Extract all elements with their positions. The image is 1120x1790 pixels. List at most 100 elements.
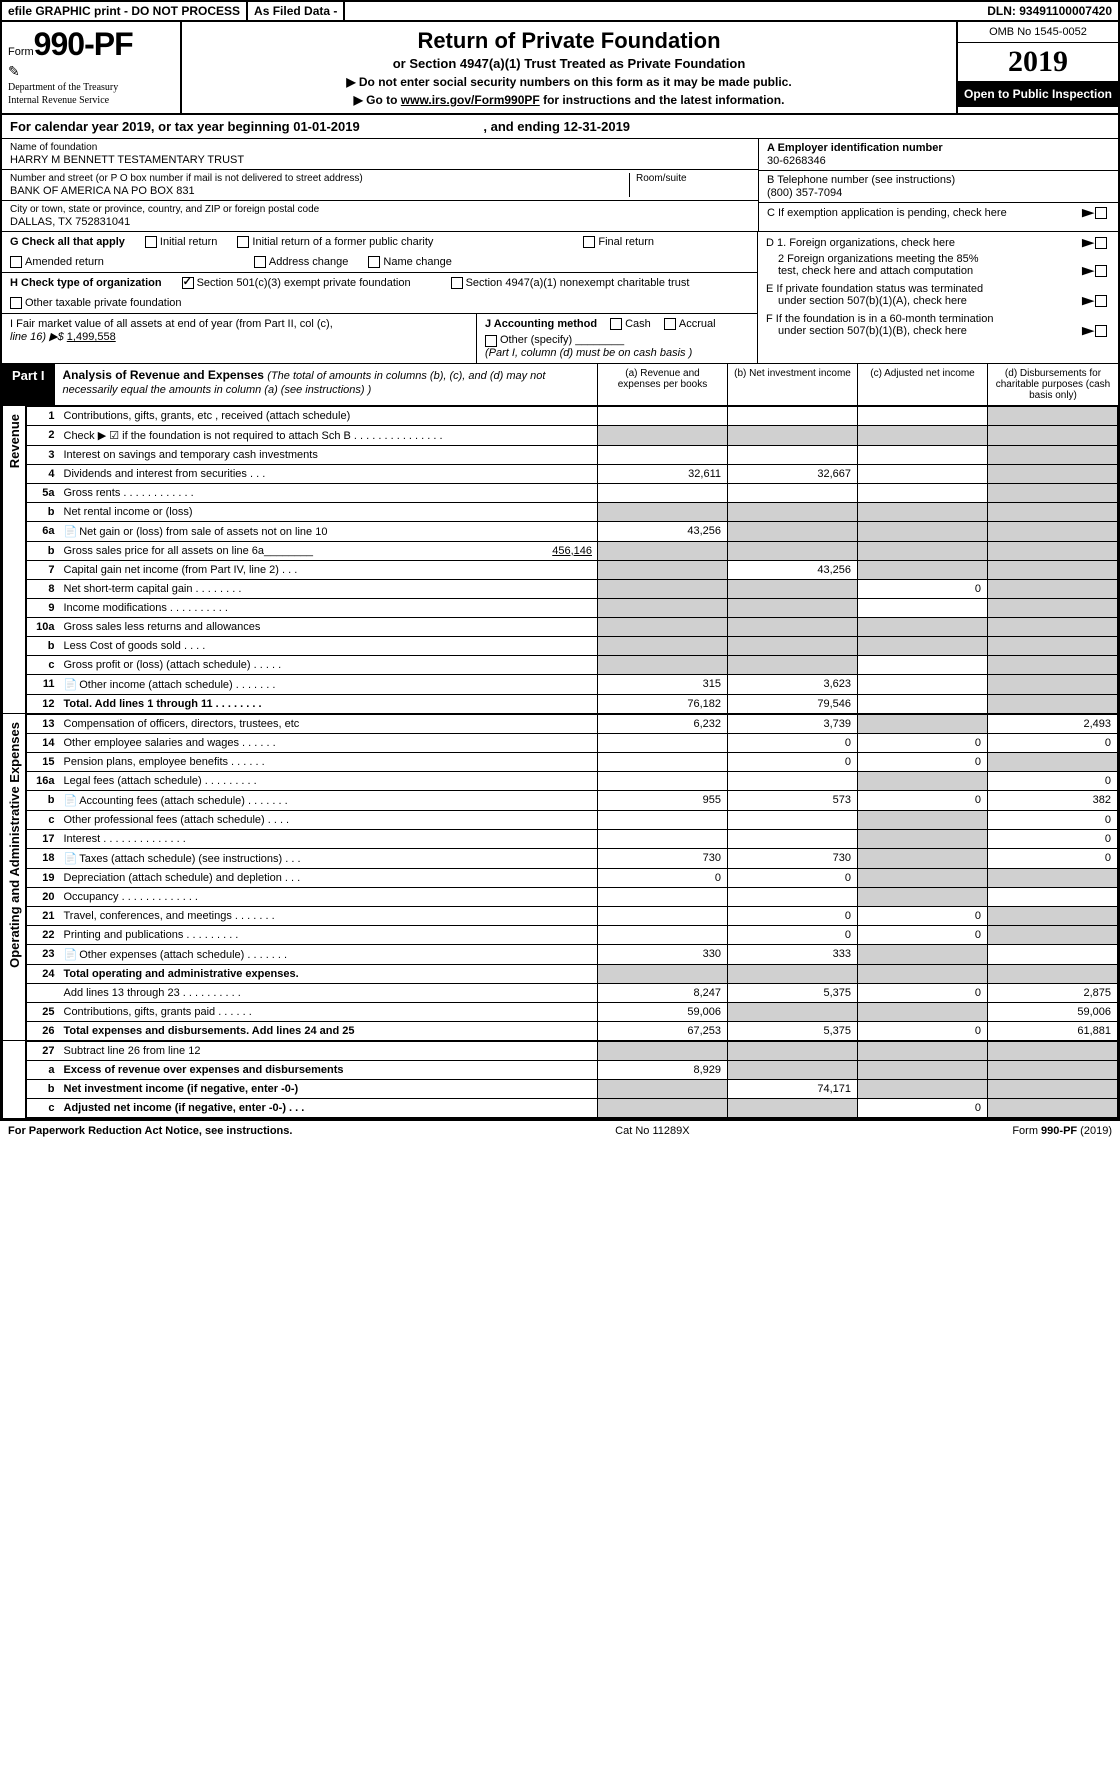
ein-value: 30-6268346	[767, 155, 1110, 167]
exemption-pending-label: C If exemption application is pending, c…	[767, 207, 1084, 219]
d2-checkbox[interactable]	[1095, 265, 1107, 277]
tax-year: 2019	[958, 43, 1118, 81]
table-row: 11Other income (attach schedule) . . . .…	[27, 674, 1118, 694]
table-row: 22Printing and publications . . . . . . …	[27, 925, 1118, 944]
as-filed-label: As Filed Data -	[248, 2, 345, 20]
col-d-header: (d) Disbursements for charitable purpose…	[988, 364, 1118, 405]
table-row: 13Compensation of officers, directors, t…	[27, 714, 1118, 733]
4947a1-checkbox[interactable]	[451, 277, 463, 289]
form-header: Form990-PF ✎ Department of the Treasury …	[2, 22, 1118, 115]
attachment-icon[interactable]	[64, 853, 80, 865]
form-subtitle: or Section 4947(a)(1) Trust Treated as P…	[192, 56, 946, 71]
other-method-checkbox[interactable]	[485, 335, 497, 347]
form-title: Return of Private Foundation	[192, 28, 946, 54]
table-row: bLess Cost of goods sold . . . .	[27, 636, 1118, 655]
table-row: cOther professional fees (attach schedul…	[27, 810, 1118, 829]
name-change-checkbox[interactable]	[368, 256, 380, 268]
table-row: 4Dividends and interest from securities …	[27, 464, 1118, 483]
table-row: 2Check ▶ ☑ if the foundation is not requ…	[27, 425, 1118, 445]
addr-label: Number and street (or P O box number if …	[10, 173, 623, 184]
table-row: bAccounting fees (attach schedule) . . .…	[27, 790, 1118, 810]
form-footer-id: Form 990-PF (2019)	[1012, 1125, 1112, 1137]
table-row: 15Pension plans, employee benefits . . .…	[27, 752, 1118, 771]
other-taxable-checkbox[interactable]	[10, 297, 22, 309]
public-inspection-badge: Open to Public Inspection	[958, 81, 1118, 107]
part1-label: Part I	[2, 364, 55, 405]
table-row: 17Interest . . . . . . . . . . . . . .0	[27, 829, 1118, 848]
name-label: Name of foundation	[10, 142, 750, 153]
summary-section: 27Subtract line 26 from line 12aExcess o…	[2, 1041, 1118, 1118]
attachment-icon[interactable]	[64, 679, 80, 691]
form-header-mid: Return of Private Foundation or Section …	[182, 22, 958, 113]
form-header-right: OMB No 1545-0052 2019 Open to Public Ins…	[958, 22, 1118, 113]
501c3-checkbox[interactable]	[182, 277, 194, 289]
table-row: 12Total. Add lines 1 through 11 . . . . …	[27, 694, 1118, 713]
dept-irs: Internal Revenue Service	[8, 95, 174, 106]
form-container: efile GRAPHIC print - DO NOT PROCESS As …	[0, 0, 1120, 1120]
paperwork-notice: For Paperwork Reduction Act Notice, see …	[8, 1125, 292, 1137]
exemption-checkbox[interactable]	[1095, 207, 1107, 219]
table-row: 16aLegal fees (attach schedule) . . . . …	[27, 771, 1118, 790]
cash-basis-note: (Part I, column (d) must be on cash basi…	[485, 347, 749, 359]
table-row: bNet rental income or (loss)	[27, 502, 1118, 521]
page-footer: For Paperwork Reduction Act Notice, see …	[0, 1120, 1120, 1141]
table-row: 21Travel, conferences, and meetings . . …	[27, 906, 1118, 925]
table-row: 23Other expenses (attach schedule) . . .…	[27, 944, 1118, 964]
table-row: Add lines 13 through 23 . . . . . . . . …	[27, 983, 1118, 1002]
room-label: Room/suite	[636, 173, 750, 184]
fmv-label: I Fair market value of all assets at end…	[10, 318, 468, 330]
expenses-side-label: Operating and Administrative Expenses	[2, 714, 26, 1041]
table-row: 3Interest on savings and temporary cash …	[27, 445, 1118, 464]
table-row: 8Net short-term capital gain . . . . . .…	[27, 579, 1118, 598]
g-label: G Check all that apply	[10, 236, 125, 248]
table-row: bGross sales price for all assets on lin…	[27, 541, 1118, 560]
accrual-checkbox[interactable]	[664, 318, 676, 330]
entity-info: Name of foundation HARRY M BENNETT TESTA…	[2, 139, 1118, 232]
phone-label: B Telephone number (see instructions)	[767, 174, 1110, 186]
fmv-value: 1,499,558	[67, 331, 116, 343]
form-label: Form	[8, 46, 34, 58]
cat-number: Cat No 11289X	[615, 1125, 689, 1137]
omb-number: OMB No 1545-0052	[958, 22, 1118, 43]
table-row: 26Total expenses and disbursements. Add …	[27, 1021, 1118, 1040]
dln-number: DLN: 93491100007420	[981, 2, 1118, 20]
initial-former-checkbox[interactable]	[237, 236, 249, 248]
col-b-header: (b) Net investment income	[728, 364, 858, 405]
e-checkbox[interactable]	[1095, 295, 1107, 307]
dept-treasury: Department of the Treasury	[8, 82, 174, 93]
table-row: 20Occupancy . . . . . . . . . . . . .	[27, 887, 1118, 906]
amended-return-checkbox[interactable]	[10, 256, 22, 268]
address-change-checkbox[interactable]	[254, 256, 266, 268]
city-label: City or town, state or province, country…	[10, 204, 750, 215]
revenue-table: 1Contributions, gifts, grants, etc , rec…	[26, 406, 1118, 714]
attachment-icon[interactable]	[64, 949, 80, 961]
attachment-icon[interactable]	[64, 526, 80, 538]
table-row: 19Depreciation (attach schedule) and dep…	[27, 868, 1118, 887]
efile-notice: efile GRAPHIC print - DO NOT PROCESS	[2, 2, 248, 20]
cash-checkbox[interactable]	[610, 318, 622, 330]
ssn-warning: ▶ Do not enter social security numbers o…	[192, 75, 946, 89]
d1-label: D 1. Foreign organizations, check here	[766, 237, 1084, 249]
col-a-header: (a) Revenue and expenses per books	[598, 364, 728, 405]
table-row: cAdjusted net income (if negative, enter…	[27, 1098, 1118, 1117]
attachment-icon[interactable]	[64, 795, 80, 807]
calendar-year-row: For calendar year 2019, or tax year begi…	[2, 115, 1118, 139]
table-row: 6aNet gain or (loss) from sale of assets…	[27, 521, 1118, 541]
table-row: 27Subtract line 26 from line 12	[27, 1041, 1118, 1060]
table-row: 7Capital gain net income (from Part IV, …	[27, 560, 1118, 579]
initial-return-checkbox[interactable]	[145, 236, 157, 248]
f-checkbox[interactable]	[1095, 325, 1107, 337]
j-label: J Accounting method	[485, 318, 597, 330]
revenue-side-label: Revenue	[2, 406, 26, 714]
expenses-section: Operating and Administrative Expenses 13…	[2, 714, 1118, 1041]
revenue-section: Revenue 1Contributions, gifts, grants, e…	[2, 406, 1118, 714]
top-bar: efile GRAPHIC print - DO NOT PROCESS As …	[2, 2, 1118, 22]
table-row: 25Contributions, gifts, grants paid . . …	[27, 1002, 1118, 1021]
expenses-table: 13Compensation of officers, directors, t…	[26, 714, 1118, 1041]
irs-link[interactable]: www.irs.gov/Form990PF	[401, 93, 540, 107]
summary-table: 27Subtract line 26 from line 12aExcess o…	[26, 1041, 1118, 1118]
d1-checkbox[interactable]	[1095, 237, 1107, 249]
table-row: 5aGross rents . . . . . . . . . . . .	[27, 483, 1118, 502]
final-return-checkbox[interactable]	[583, 236, 595, 248]
table-row: 10aGross sales less returns and allowanc…	[27, 617, 1118, 636]
